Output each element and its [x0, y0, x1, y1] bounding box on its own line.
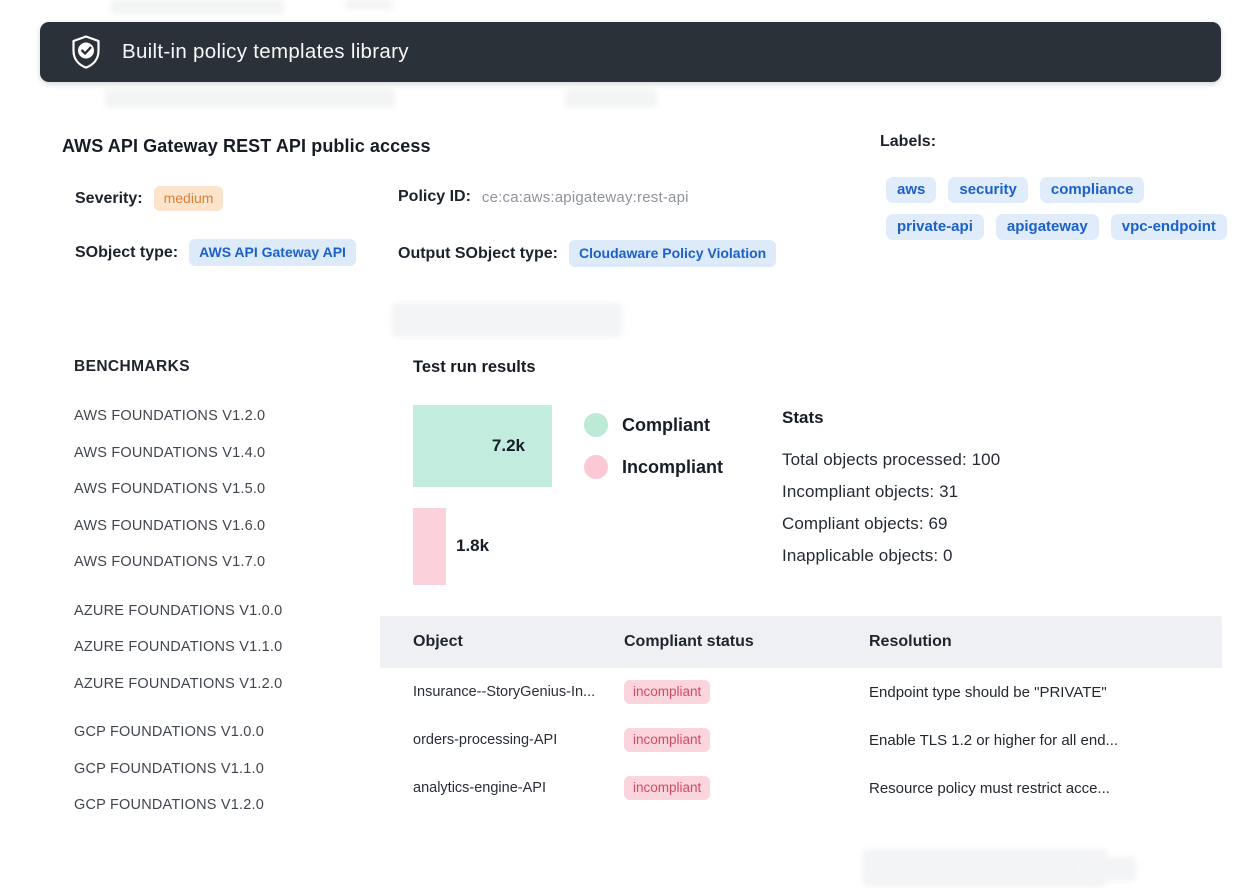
table-row[interactable]: Insurance--StoryGenius-In... incompliant… — [380, 668, 1222, 716]
severity-badge: medium — [153, 186, 224, 211]
benchmark-group-aws: AWS FOUNDATIONS V1.2.0 AWS FOUNDATIONS V… — [74, 398, 282, 581]
incompliant-status-badge: incompliant — [624, 727, 711, 753]
sobject-type-row: SObject type: AWS API Gateway API — [75, 239, 356, 266]
benchmarks-list: AWS FOUNDATIONS V1.2.0 AWS FOUNDATIONS V… — [74, 398, 282, 836]
stat-incompliant-objects: Incompliant objects: 31 — [782, 482, 959, 501]
blurred-background-artifact — [392, 303, 622, 337]
incompliant-bar-value: 1.8k — [456, 536, 490, 555]
blurred-background-artifact — [565, 89, 657, 108]
incompliant-status-badge: incompliant — [624, 679, 711, 705]
column-header-resolution: Resolution — [869, 633, 952, 650]
blurred-background-artifact — [862, 849, 1107, 887]
policy-id-row: Policy ID: ce:ca:aws:apigateway:rest-api — [398, 188, 689, 206]
label-chip-compliance[interactable]: compliance — [1039, 177, 1145, 203]
legend-row-incompliant: Incompliant — [584, 455, 723, 479]
status-cell: incompliant — [624, 727, 869, 753]
blurred-background-artifact — [345, 0, 393, 10]
policy-id-value: ce:ca:aws:apigateway:rest-api — [481, 188, 689, 206]
labels-heading: Labels: — [880, 133, 937, 150]
benchmarks-heading: BENCHMARKS — [74, 358, 190, 375]
stat-compliant-objects: Compliant objects: 69 — [782, 514, 948, 533]
object-cell[interactable]: Insurance--StoryGenius-In... — [413, 684, 596, 700]
incompliant-legend-dot-icon — [584, 455, 608, 479]
stat-inapplicable-objects: Inapplicable objects: 0 — [782, 546, 953, 565]
benchmark-item[interactable]: AZURE FOUNDATIONS V1.0.0 — [74, 602, 283, 619]
benchmark-item[interactable]: AWS FOUNDATIONS V1.5.0 — [74, 481, 266, 497]
sobject-type-badge[interactable]: AWS API Gateway API — [189, 239, 356, 266]
benchmark-item[interactable]: GCP FOUNDATIONS V1.1.0 — [74, 760, 264, 777]
blurred-background-artifact — [1078, 857, 1136, 881]
shield-check-icon — [71, 35, 101, 69]
results-table: Object Compliant status Resolution Insur… — [380, 616, 1222, 812]
legend-label-compliant: Compliant — [622, 414, 710, 435]
compliant-legend-dot-icon — [584, 413, 608, 437]
table-row[interactable]: orders-processing-API incompliant Enable… — [380, 716, 1222, 764]
status-cell: incompliant — [624, 775, 869, 801]
benchmark-group-azure: AZURE FOUNDATIONS V1.0.0 AZURE FOUNDATIO… — [74, 593, 282, 703]
labels-list: aws security compliance private-api apig… — [886, 177, 1231, 240]
policy-name-heading: AWS API Gateway REST API public access — [62, 136, 431, 156]
legend-label-incompliant: Incompliant — [622, 456, 724, 477]
column-header-compliant-status: Compliant status — [624, 633, 754, 650]
benchmark-item[interactable]: AWS FOUNDATIONS V1.7.0 — [74, 554, 266, 570]
label-chip-vpc-endpoint[interactable]: vpc-endpoint — [1110, 214, 1227, 240]
status-cell: incompliant — [624, 679, 869, 705]
table-row[interactable]: analytics-engine-API incompliant Resourc… — [380, 764, 1222, 812]
page-title: Built-in policy templates library — [122, 40, 409, 63]
incompliant-status-badge: incompliant — [624, 775, 711, 801]
compliant-bar-value: 7.2k — [491, 436, 525, 455]
stats-heading: Stats — [782, 408, 824, 427]
benchmark-item[interactable]: AWS FOUNDATIONS V1.4.0 — [74, 444, 266, 461]
test-run-results-heading: Test run results — [413, 358, 536, 376]
stats-list: Total objects processed: 100 Incompliant… — [782, 444, 1000, 572]
object-cell[interactable]: analytics-engine-API — [413, 780, 546, 796]
benchmark-item[interactable]: AWS FOUNDATIONS V1.2.0 — [74, 408, 266, 424]
benchmark-item[interactable]: GCP FOUNDATIONS V1.2.0 — [74, 797, 264, 813]
compliant-bar: 7.2k — [413, 405, 552, 487]
legend-row-compliant: Compliant — [584, 413, 723, 437]
benchmark-item[interactable]: AWS FOUNDATIONS V1.6.0 — [74, 517, 266, 534]
object-cell[interactable]: orders-processing-API — [413, 732, 558, 748]
benchmark-item[interactable]: GCP FOUNDATIONS V1.0.0 — [74, 724, 264, 740]
label-chip-private-api[interactable]: private-api — [886, 214, 984, 240]
chart-legend: Compliant Incompliant — [584, 413, 723, 497]
label-chip-aws[interactable]: aws — [886, 177, 937, 203]
column-header-object: Object — [413, 633, 463, 650]
benchmark-item[interactable]: AZURE FOUNDATIONS V1.1.0 — [74, 639, 283, 655]
policy-id-label: Policy ID: — [398, 188, 471, 205]
severity-label: Severity: — [75, 189, 143, 207]
blurred-background-artifact — [105, 89, 395, 108]
benchmark-item[interactable]: AZURE FOUNDATIONS V1.2.0 — [74, 675, 283, 692]
resolution-cell: Enable TLS 1.2 or higher for all end... — [869, 731, 1119, 749]
severity-row: Severity: medium — [75, 186, 224, 211]
benchmark-group-gcp: GCP FOUNDATIONS V1.0.0 GCP FOUNDATIONS V… — [74, 714, 282, 824]
sobject-type-label: SObject type: — [75, 243, 179, 261]
resolution-cell: Resource policy must restrict acce... — [869, 779, 1110, 797]
resolution-cell: Endpoint type should be "PRIVATE" — [869, 683, 1107, 701]
table-header-row: Object Compliant status Resolution — [380, 616, 1222, 668]
output-sobject-type-row: Output SObject type: Cloudaware Policy V… — [398, 240, 777, 267]
page-header: Built-in policy templates library — [40, 22, 1221, 82]
blurred-background-artifact — [110, 0, 285, 14]
stat-total-objects: Total objects processed: 100 — [782, 450, 1001, 469]
output-sobject-type-badge[interactable]: Cloudaware Policy Violation — [569, 240, 777, 267]
incompliant-bar — [413, 508, 446, 585]
label-chip-security[interactable]: security — [948, 177, 1028, 203]
output-sobject-type-label: Output SObject type: — [398, 244, 558, 262]
label-chip-apigateway[interactable]: apigateway — [995, 214, 1099, 240]
